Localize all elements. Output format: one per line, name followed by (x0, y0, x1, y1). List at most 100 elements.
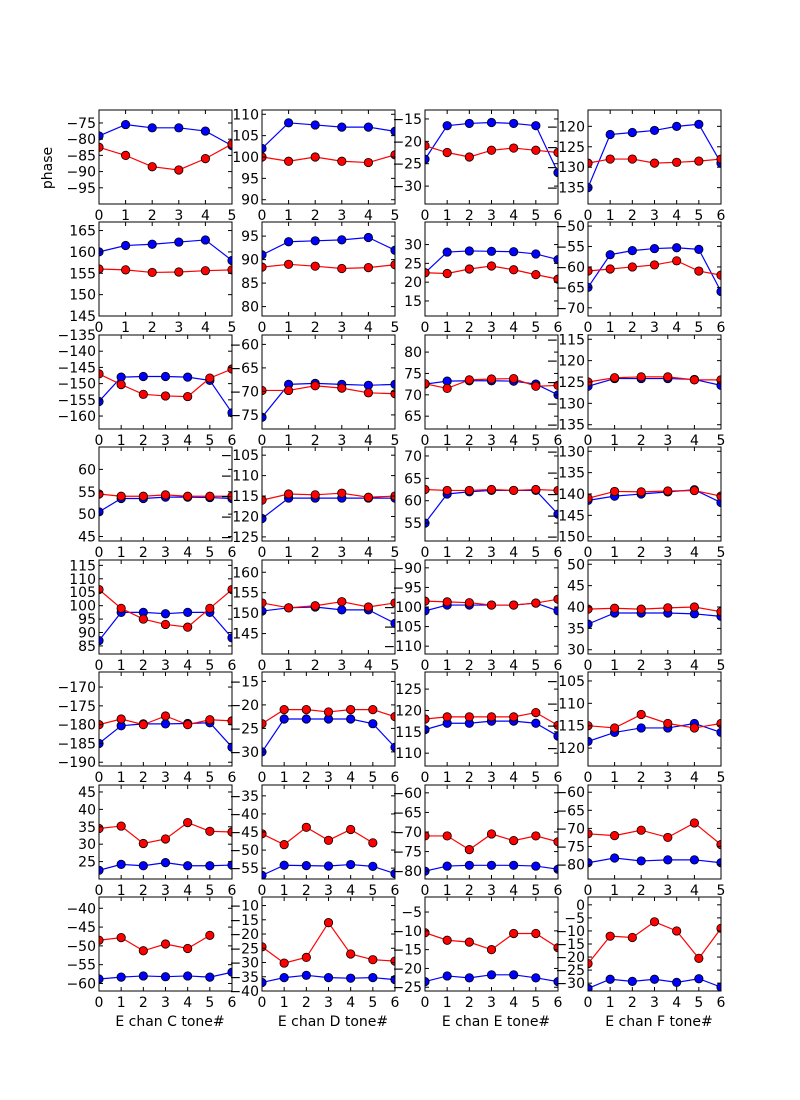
x-tick-label: 4 (509, 433, 518, 449)
y-tick-label: 60 (404, 494, 422, 510)
series-1-point (227, 491, 232, 501)
series-1-point (689, 602, 700, 612)
y-tick-label: 70 (404, 388, 422, 404)
y-tick-label: 110 (69, 572, 96, 588)
x-tick-label: 5 (694, 995, 703, 1011)
axes-frame (261, 221, 396, 317)
series-0-point (605, 974, 615, 984)
series-1-point (160, 391, 171, 401)
x-tick-label: 2 (139, 433, 148, 449)
series-0-point (138, 371, 148, 382)
series-1-point (147, 267, 157, 278)
series-0-point (531, 718, 541, 728)
series-0-point (442, 971, 452, 981)
series-1-point (689, 485, 700, 496)
series-1-point (605, 931, 615, 941)
series-1-point (337, 263, 347, 274)
series-1-point (138, 491, 148, 501)
axes-frame (98, 109, 233, 205)
x-tick-label: 1 (443, 433, 452, 449)
x-tick-label: 6 (717, 320, 726, 336)
y-tick-label: −75 (392, 845, 422, 861)
y-axis-label: phase (40, 147, 56, 189)
x-tick-label: 2 (139, 770, 148, 786)
x-tick-label: 5 (391, 208, 400, 224)
series-0-point (205, 972, 215, 982)
y-tick-label: 95 (78, 612, 96, 628)
series-0-point (346, 859, 356, 870)
y-tick-label: 155 (69, 266, 96, 282)
series-1-point (531, 831, 541, 841)
x-tick-label: 4 (690, 883, 699, 899)
y-tick-label: −40 (229, 984, 259, 1000)
series-1-point (363, 492, 373, 502)
series-1-point (609, 831, 620, 841)
series-1-point (425, 831, 430, 841)
y-tick-label: −90 (66, 165, 96, 181)
x-tick-label: 0 (421, 545, 430, 561)
y-tick-label: −180 (58, 718, 96, 734)
y-tick-label: −110 (221, 469, 259, 485)
x-tick-label: 0 (584, 995, 593, 1011)
y-tick-label: −25 (392, 157, 422, 173)
series-0-point (337, 605, 347, 615)
subplot-r2-c2: 0 1 2 3 4 5 6 65 70 75 80 (404, 334, 563, 449)
y-tick-label: 65 (404, 409, 422, 425)
series-1-point (138, 614, 148, 624)
series-1-point (609, 486, 620, 497)
x-tick-label: 3 (487, 208, 496, 224)
x-tick-label: 5 (205, 545, 214, 561)
series-0-point (174, 123, 184, 133)
series-1-point (323, 835, 334, 845)
x-tick-label: 6 (554, 770, 563, 786)
series-0-point (442, 247, 452, 257)
x-tick-label: 4 (672, 320, 681, 336)
y-tick-label: 70 (404, 449, 422, 465)
x-tick-label: 4 (509, 995, 518, 1011)
x-tick-label: 0 (421, 770, 430, 786)
x-tick-label: 2 (139, 883, 148, 899)
series-0-point (636, 723, 646, 733)
series-1-point (605, 264, 615, 274)
x-tick-label: 4 (690, 545, 699, 561)
series-0-point (425, 606, 430, 616)
x-tick-label: 1 (117, 545, 126, 561)
y-tick-label: −135 (547, 418, 585, 434)
series-1-point (663, 486, 673, 496)
x-tick-label: 0 (584, 320, 593, 336)
subplot-r6-c2: 0 1 2 3 4 5 6−80−75−70−65−60 (392, 784, 563, 899)
y-tick-label: 85 (78, 639, 96, 655)
x-tick-label: 2 (311, 433, 320, 449)
x-tick-label: 3 (161, 883, 170, 899)
y-tick-label: 150 (69, 288, 96, 304)
series-0-point (121, 119, 131, 130)
series-1-point (363, 262, 373, 273)
y-tick-label: −25 (229, 721, 259, 737)
series-0-point (227, 255, 232, 266)
plot-area (262, 110, 395, 204)
series-1-point (205, 603, 215, 613)
y-tick-label: 0 (576, 898, 585, 914)
series-1-point (425, 379, 430, 389)
y-tick-label: 100 (69, 599, 96, 615)
series-1-point (227, 139, 232, 149)
series-1-point (160, 490, 171, 500)
series-1-point (183, 720, 193, 730)
series-1-point (627, 932, 637, 943)
x-tick-label: 0 (95, 995, 104, 1011)
series-0-point (464, 973, 474, 983)
y-tick-label: −30 (555, 976, 585, 992)
x-tick-label: 1 (610, 545, 619, 561)
x-tick-label: 1 (284, 545, 293, 561)
series-1-point (672, 157, 682, 167)
x-tick-label: 1 (606, 320, 615, 336)
series-1-point (609, 723, 620, 733)
x-tick-label: 1 (443, 545, 452, 561)
series-0-point (363, 122, 373, 132)
y-tick-label: −185 (58, 736, 96, 752)
y-tick-label: 35 (78, 820, 96, 836)
y-tick-label: −20 (229, 698, 259, 714)
x-tick-label: 2 (465, 545, 474, 561)
y-tick-label: −75 (555, 839, 585, 855)
